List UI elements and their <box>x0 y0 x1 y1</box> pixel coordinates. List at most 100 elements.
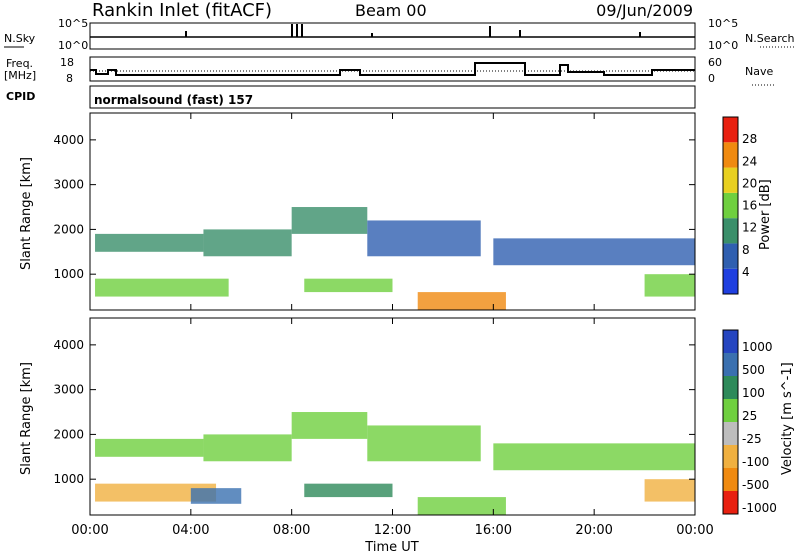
velocity-colorbar-tick-7: -1000 <box>742 501 777 515</box>
power-echo-band-2 <box>291 207 368 234</box>
velocity-colorbar-label: Velocity [m s^-1] <box>780 362 795 475</box>
time-tick-label-0: 00:00 <box>71 523 108 538</box>
velocity-colorbar: 1000 500 100 25 -25 -100 -500 -1000 Velocity [m… <box>722 329 795 515</box>
velocity-ytick-label-3: 4000 <box>53 338 84 352</box>
velocity-echo-band-5 <box>95 483 217 502</box>
velocity-y-axis-label: Slant Range [km] <box>19 362 34 475</box>
velocity-y-ticks: 1000 2000 3000 4000 <box>53 338 695 486</box>
freq-unit-label: [MHz] <box>4 69 36 82</box>
power-colorbar-swatch-5 <box>723 142 738 168</box>
power-echo-band-6 <box>304 278 393 293</box>
velocity-echo-bands <box>95 412 695 515</box>
power-colorbar-swatch-3 <box>723 192 738 219</box>
power-colorbar-swatch-4 <box>723 167 738 193</box>
sky-left-tick-top: 10^5 <box>58 17 88 30</box>
freq-label: Freq. <box>6 57 33 70</box>
time-tick-label-1: 04:00 <box>172 523 209 538</box>
power-colorbar-swatches <box>723 117 738 294</box>
power-ytick-label-3: 4000 <box>53 133 84 147</box>
velocity-colorbar-ticks: 1000 500 100 25 -25 -100 -500 -1000 <box>742 340 777 515</box>
freq-tick-top: 18 <box>60 56 74 69</box>
velocity-colorbar-tick-2: 100 <box>742 386 765 400</box>
velocity-echo-band-8 <box>417 497 506 515</box>
date-label: 09/Jun/2009 <box>596 1 693 20</box>
power-y-axis-label: Slant Range [km] <box>19 157 34 270</box>
velocity-colorbar-swatches <box>723 330 738 514</box>
velocity-colorbar-swatch-0 <box>723 330 738 353</box>
power-colorbar: 4 8 12 16 20 24 28 Power [dB] <box>722 116 773 295</box>
sky-left-tick-bottom: 10^0 <box>58 39 88 52</box>
power-colorbar-tick-6: 28 <box>742 132 757 146</box>
velocity-echo-band-1 <box>203 434 292 462</box>
power-y-ticks: 1000 2000 3000 4000 <box>53 133 695 281</box>
power-echo-band-5 <box>95 278 229 297</box>
sky-noise-trace <box>90 24 695 38</box>
power-x-ticks <box>89 113 696 310</box>
velocity-colorbar-swatch-3 <box>723 399 738 422</box>
velocity-colorbar-tick-3: 25 <box>742 409 757 423</box>
velocity-echo-band-2 <box>291 412 368 439</box>
power-echo-band-3 <box>367 220 481 257</box>
cpid-label: CPID <box>6 90 35 103</box>
power-colorbar-tick-3: 16 <box>742 199 757 213</box>
velocity-colorbar-tick-6: -500 <box>742 478 769 492</box>
velocity-colorbar-tick-1: 500 <box>742 363 765 377</box>
time-tick-label-2: 08:00 <box>273 523 310 538</box>
velocity-ytick-label-2: 3000 <box>53 383 84 397</box>
velocity-echo-band-3 <box>367 425 481 462</box>
nave-tick-top: 60 <box>708 56 722 69</box>
power-colorbar-swatch-1 <box>723 243 738 269</box>
velocity-echo-band-9 <box>644 479 695 502</box>
sky-noise-panel: N.Sky 10^5 10^0 10^5 10^0 N.Search <box>4 17 795 52</box>
power-panel: 1000 2000 3000 4000 Slant Range [km] <box>19 112 696 311</box>
beam-label: Beam 00 <box>355 1 427 20</box>
time-tick-label-4: 16:00 <box>475 523 512 538</box>
power-colorbar-tick-4: 20 <box>742 176 757 190</box>
power-colorbar-swatch-6 <box>723 117 738 143</box>
power-ytick-label-2: 3000 <box>53 178 84 192</box>
velocity-colorbar-tick-0: 1000 <box>742 340 773 354</box>
nave-label: Nave <box>745 65 773 78</box>
power-colorbar-swatch-0 <box>723 268 738 294</box>
velocity-panel: 1000 2000 3000 4000 Slant Range [km] <box>19 317 696 516</box>
power-echo-band-4 <box>493 238 695 266</box>
velocity-colorbar-swatch-1 <box>723 353 738 376</box>
power-colorbar-swatch-2 <box>723 218 738 244</box>
velocity-x-ticks <box>89 318 696 515</box>
n-search-label: N.Search <box>745 32 795 45</box>
power-echo-band-7 <box>417 292 506 310</box>
time-tick-label-5: 20:00 <box>575 523 612 538</box>
station-title: Rankin Inlet (fitACF) <box>92 0 272 21</box>
time-axis-labels: 00:00 04:00 08:00 12:00 16:00 20:00 00:00 <box>71 523 713 538</box>
power-echo-band-8 <box>644 274 695 297</box>
power-ytick-label-0: 1000 <box>53 267 84 281</box>
time-tick-label-6: 00:00 <box>676 523 713 538</box>
power-colorbar-tick-2: 12 <box>742 221 757 235</box>
nave-tick-bottom: 0 <box>708 72 715 85</box>
time-tick-label-3: 12:00 <box>374 523 411 538</box>
n-sky-label: N.Sky <box>4 32 36 45</box>
velocity-ytick-label-0: 1000 <box>53 472 84 486</box>
power-echo-bands <box>95 207 695 310</box>
velocity-ytick-label-1: 2000 <box>53 427 84 441</box>
velocity-echo-band-4 <box>493 443 695 471</box>
velocity-colorbar-tick-4: -25 <box>742 432 762 446</box>
power-colorbar-label: Power [dB] <box>758 179 773 250</box>
cpid-value: normalsound (fast) 157 <box>94 93 253 107</box>
power-colorbar-ticks: 4 8 12 16 20 24 28 <box>742 132 757 279</box>
velocity-echo-band-7 <box>304 483 393 498</box>
time-axis-title: Time UT <box>364 540 418 554</box>
power-echo-band-0 <box>95 233 204 252</box>
velocity-colorbar-swatch-2 <box>723 376 738 399</box>
frequency-trace <box>90 62 695 76</box>
velocity-echo-band-0 <box>95 438 204 457</box>
velocity-colorbar-swatch-5 <box>723 445 738 468</box>
velocity-colorbar-swatch-4 <box>723 422 738 445</box>
velocity-colorbar-swatch-7 <box>723 491 738 514</box>
velocity-colorbar-tick-5: -100 <box>742 455 769 469</box>
sky-right-tick-top: 10^5 <box>708 17 738 30</box>
velocity-colorbar-swatch-6 <box>723 468 738 491</box>
power-echo-band-1 <box>203 229 292 257</box>
power-colorbar-tick-5: 24 <box>742 154 757 168</box>
